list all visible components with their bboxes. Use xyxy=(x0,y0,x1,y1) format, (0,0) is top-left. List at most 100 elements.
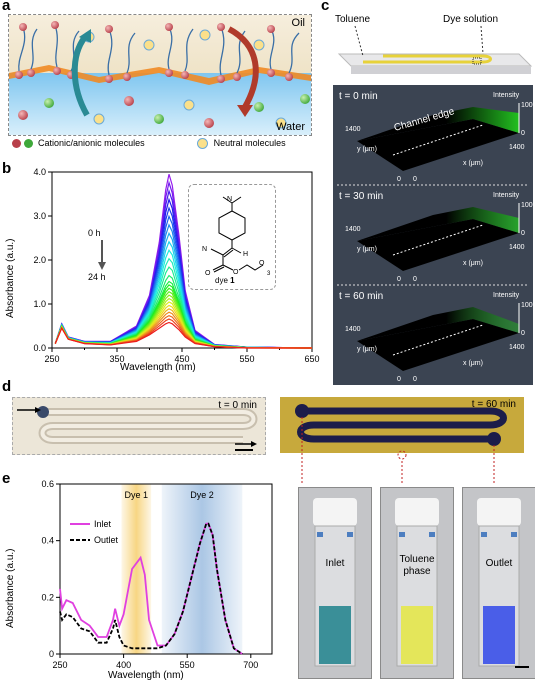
vial-outlet-art xyxy=(463,488,535,678)
chart-e-xtick-label: 550 xyxy=(180,660,195,670)
chart-e-xlabel: Wavelength (nm) xyxy=(108,670,184,681)
chart-e-band-label-dye2: Dye 2 xyxy=(190,490,214,500)
dye-solution-label: Dye solution xyxy=(443,14,499,25)
intensity-panels: t = 0 min Intensity 100 0 1400 y (μm) x (μm) 14… xyxy=(333,85,533,385)
y-axis-label: y (μm) xyxy=(357,346,377,353)
legend-inlet-label: Inlet xyxy=(94,519,112,529)
chip-photo-t0: t = 0 min xyxy=(12,397,266,455)
x-axis-label: x (μm) xyxy=(463,160,483,167)
origin-label-2: 0 xyxy=(413,176,417,183)
origin-label: 0 xyxy=(397,176,401,183)
dye1-structure: N H N O O O 3 dye 1 xyxy=(188,184,276,290)
time-arrow xyxy=(98,240,106,270)
chart-e-band-label-dye1: Dye 1 xyxy=(125,490,149,500)
legend-charged-swatch-2 xyxy=(23,139,33,149)
chart-e-ytick-label: 0.4 xyxy=(41,536,54,546)
struct-o-ether: O xyxy=(259,260,265,267)
struct-o-ester: O xyxy=(233,269,239,276)
time-label: t = 30 min xyxy=(339,191,383,202)
chart-b: 250 350 450 550 650 0.0 1.0 2.0 3.0 4.0 xyxy=(33,167,319,364)
z-100-label: 100 xyxy=(521,102,533,109)
chart-e-ytick-label: 0 xyxy=(49,649,54,659)
chart-e-series-outlet xyxy=(59,522,243,655)
surface-signal xyxy=(357,207,519,241)
x-1400-label: 1400 xyxy=(509,244,525,251)
chart-e-series-inlet xyxy=(59,522,243,655)
panel-a-legend: Cationic/anionic molecules Neutral molec… xyxy=(12,138,312,152)
vial-photo-inlet: Inlet xyxy=(298,487,372,679)
vial-inlet-label: Inlet xyxy=(325,558,345,569)
chart-e-band xyxy=(161,484,243,654)
chip-t60-label: t = 60 min xyxy=(471,399,516,410)
origin-label: 0 xyxy=(397,276,401,283)
surface-floor xyxy=(357,319,519,371)
vial-toluene-art xyxy=(381,488,453,678)
chart-e: Dye 1 Dye 2 250 400 550 700 0 0.2 0.4 0.6 Inlet Out… xyxy=(41,479,273,670)
vial-toluene-label-2: phase xyxy=(403,566,431,577)
vial-inlet-art xyxy=(299,488,371,678)
time-label: t = 0 min xyxy=(339,91,378,102)
surface-floor xyxy=(357,219,519,271)
chart-e-ylabel: Absorbance (a.u.) xyxy=(5,548,16,629)
y-axis-label: y (μm) xyxy=(357,146,377,153)
vial-photo-toluene: Toluene phase xyxy=(380,487,454,679)
chip-schematic: Toluene Dye solution xyxy=(333,14,533,84)
chip-photo-t60-art xyxy=(280,397,524,453)
legend-neutral-label: Neutral molecules xyxy=(213,138,286,148)
photo-connectors xyxy=(301,417,495,485)
chip-t0-label: t = 0 min xyxy=(218,400,257,411)
chart-b-ytick-label: 1.0 xyxy=(33,299,46,309)
chart-b-ytick-label: 4.0 xyxy=(33,167,46,177)
x-axis-label: x (μm) xyxy=(463,360,483,367)
chart-b-xtick-label: 650 xyxy=(304,354,319,364)
z-0-label: 0 xyxy=(521,330,525,337)
interface-diagram-art xyxy=(9,15,311,135)
legend-neutral-swatch xyxy=(197,138,209,150)
vial-toluene-label: Toluene phase xyxy=(381,554,453,578)
chart-b-xtick-label: 450 xyxy=(174,354,189,364)
chip-schematic-art xyxy=(337,25,533,74)
chip-photo-t0-art xyxy=(17,406,258,451)
struct-n-nitrile: N xyxy=(202,246,207,253)
dye1-caption: dye 1 xyxy=(215,276,235,285)
chart-b-ytick-label: 2.0 xyxy=(33,255,46,265)
z-0-label: 0 xyxy=(521,230,525,237)
intensity-label: Intensity xyxy=(493,192,520,199)
chart-b-series-line xyxy=(54,321,312,349)
surface-floor xyxy=(357,119,519,171)
struct-subscript: 3 xyxy=(267,271,271,277)
y-1400-label: 1400 xyxy=(345,126,361,133)
chart-e-xtick-label: 250 xyxy=(52,660,67,670)
y-axis-label: y (μm) xyxy=(357,246,377,253)
chart-b-xtick-label: 250 xyxy=(44,354,59,364)
dye1-structure-art: N H N O O O 3 xyxy=(202,196,271,277)
chart-b-xlabel: Wavelength (nm) xyxy=(120,362,196,373)
struct-h: H xyxy=(243,251,248,258)
surface-signal xyxy=(357,307,519,341)
z-100-label: 100 xyxy=(521,202,533,209)
z-100-label: 100 xyxy=(521,302,533,309)
dye1-caption-number: 1 xyxy=(230,276,235,285)
chart-b-xtick-label: 350 xyxy=(109,354,124,364)
panel-label-b: b xyxy=(2,160,12,177)
x-1400-label: 1400 xyxy=(509,144,525,151)
vial-photo-outlet: Outlet xyxy=(462,487,535,679)
struct-n-amine: N xyxy=(227,196,232,203)
oil-label: Oil xyxy=(291,17,305,29)
time-label: t = 60 min xyxy=(339,291,383,302)
struct-o-carbonyl: O xyxy=(205,270,211,277)
chart-b-ylabel: Absorbance (a.u.) xyxy=(5,238,16,319)
z-0-label: 0 xyxy=(521,130,525,137)
origin-label-2: 0 xyxy=(413,276,417,283)
legend-charged-swatch xyxy=(12,139,21,149)
panel-label-a: a xyxy=(2,0,11,14)
legend-outlet-label: Outlet xyxy=(94,535,119,545)
y-1400-label: 1400 xyxy=(345,326,361,333)
intensity-label: Intensity xyxy=(493,92,520,99)
chart-e-ytick-label: 0.6 xyxy=(41,479,54,489)
chart-e-xtick-label: 700 xyxy=(243,660,258,670)
